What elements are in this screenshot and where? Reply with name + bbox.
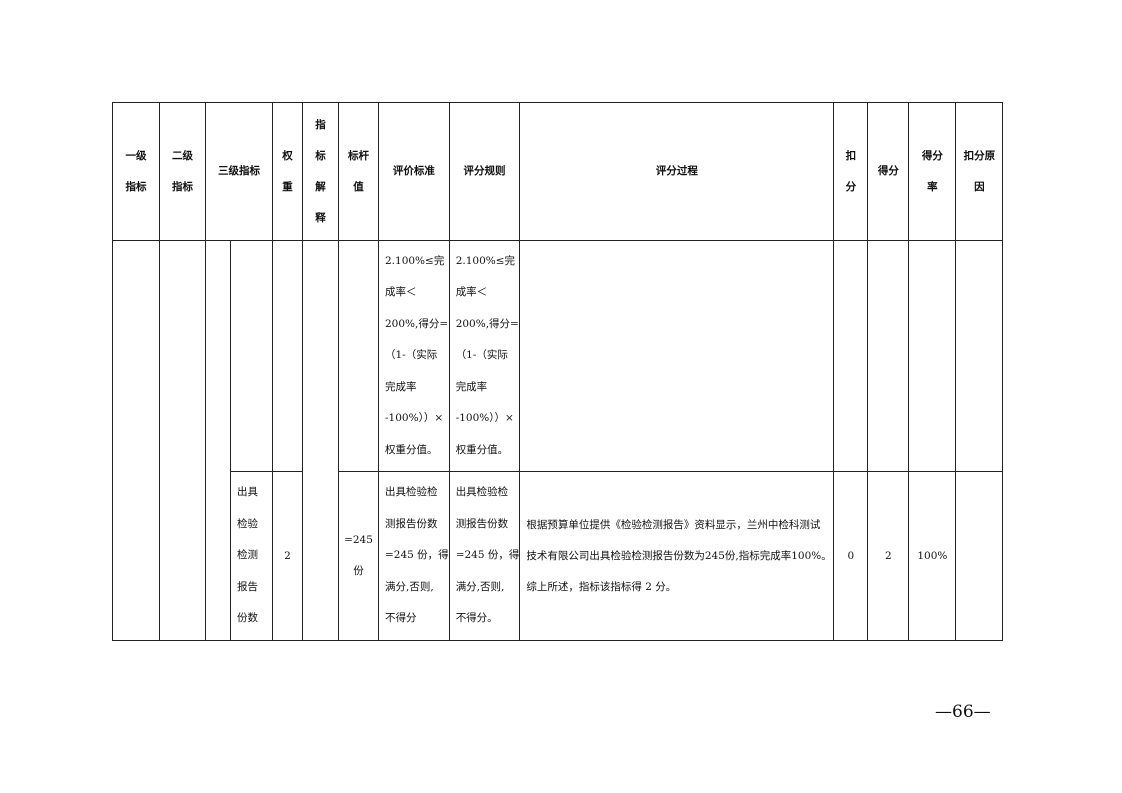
header-row: 一级 指标 二级 指标 三级指标 权重 指标解释 标杆值 评价标准 评分规则 评分过…: [112, 102, 1004, 241]
cell-weight: 2: [272, 471, 303, 641]
h-weight: 权重: [272, 102, 303, 241]
cell-explain: [302, 240, 339, 641]
h-rule: 评分规则: [448, 102, 521, 241]
evaluation-table: 一级 指标 二级 指标 三级指标 权重 指标解释 标杆值 评价标准 评分规则 评分过…: [112, 102, 1004, 641]
cell-standard: 出具检验检 测报告份数 =245 份，得 满分,否则, 不得分: [378, 471, 450, 641]
cell-indicator: [230, 240, 273, 472]
cell-standard: 2.100%≤完 成率＜ 200%,得分= （1-（实际 完成率 -100%））× 权重分值…: [378, 240, 450, 472]
cell-rule: 出具检验检 测报告份数 =245 份，得 满分,否则, 不得分。: [448, 471, 521, 641]
cell-reason: [955, 471, 1004, 641]
cell-rate: 100%: [908, 471, 957, 641]
h-rate: 得分率: [908, 102, 957, 241]
cell-weight: [272, 240, 303, 472]
cell-reason: [955, 240, 1004, 472]
h-benchmark: 标杆值: [338, 102, 379, 241]
cell-benchmark: =245 份: [338, 471, 379, 641]
cell-process: [519, 240, 835, 472]
cell-score: 2: [867, 471, 910, 641]
cell-level1: [112, 240, 160, 641]
h-reason: 扣分原因: [955, 102, 1004, 241]
cell-deduct: [833, 240, 869, 472]
cell-deduct: 0: [833, 471, 869, 641]
table-row: 出具 检验 检测 报告 份数 2 =245 份 出具检验检 测报告份数 =245 份，得 满分,…: [113, 471, 1004, 641]
h-score: 得分: [867, 102, 910, 241]
page-number: —66—: [935, 702, 991, 722]
h-level2: 二级 指标: [159, 102, 206, 241]
cell-indicator: 出具 检验 检测 报告 份数: [230, 471, 273, 641]
table-row: 2.100%≤完 成率＜ 200%,得分= （1-（实际 完成率 -100%））× 权重分值…: [112, 240, 1004, 641]
h-level1: 一级 指标: [112, 102, 160, 241]
h-process: 评分过程: [519, 102, 835, 241]
cell-level3-parent: [205, 240, 231, 641]
cell-process: 根据预算单位提供《检验检测报告》资料显示，兰州中检科测试 技术有限公司出具检验检测…: [519, 471, 835, 641]
cell-benchmark: [338, 240, 379, 472]
cell-score: [867, 240, 910, 472]
h-deduct: 扣分: [833, 102, 869, 241]
h-level3: 三级指标: [205, 102, 273, 241]
cell-rule: 2.100%≤完 成率＜ 200%,得分= （1-（实际 完成率 -100%））× 权重分值…: [448, 240, 521, 472]
h-standard: 评价标准: [378, 102, 450, 241]
cell-level2: [159, 240, 206, 641]
h-explain: 指标解释: [302, 102, 339, 241]
cell-rate: [908, 240, 957, 472]
